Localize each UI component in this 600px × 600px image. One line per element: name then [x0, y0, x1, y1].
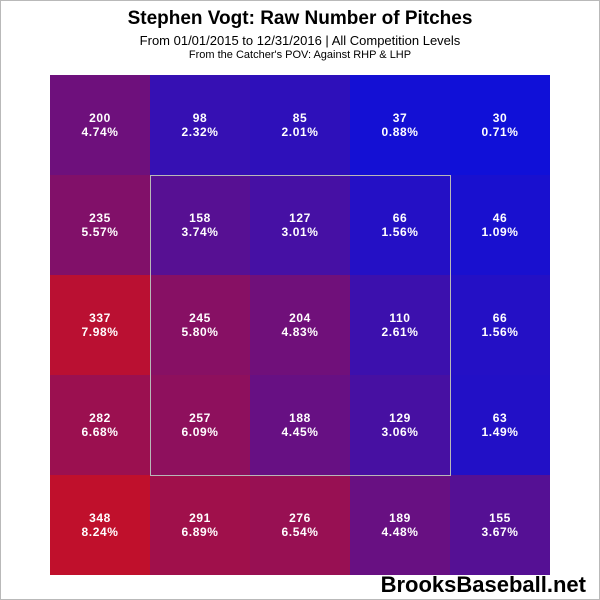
cell-count-label: 127: [289, 211, 311, 225]
heatmap-cell: [450, 275, 550, 375]
cell-count-label: 245: [189, 311, 211, 325]
cell-count-label: 110: [389, 311, 410, 325]
cell-percent-label: 6.89%: [181, 525, 218, 539]
cell-percent-label: 2.32%: [181, 125, 218, 139]
heatmap-cell: [350, 475, 450, 575]
cell-percent-label: 1.56%: [381, 225, 418, 239]
cell-percent-label: 5.57%: [81, 225, 118, 239]
heatmap-cell: [150, 475, 250, 575]
cell-percent-label: 3.74%: [181, 225, 218, 239]
cell-percent-label: 3.06%: [381, 425, 418, 439]
cell-count-label: 348: [89, 511, 111, 525]
cell-count-label: 30: [493, 111, 508, 125]
cell-count-label: 188: [289, 411, 311, 425]
heatmap-cell: [250, 475, 350, 575]
cell-percent-label: 0.88%: [381, 125, 418, 139]
cell-count-label: 257: [189, 411, 211, 425]
cell-percent-label: 3.01%: [281, 225, 318, 239]
cell-count-label: 85: [293, 111, 308, 125]
cell-percent-label: 3.67%: [481, 525, 518, 539]
cell-count-label: 66: [493, 311, 508, 325]
heatmap-cell: [250, 375, 350, 475]
heatmap-cell: [250, 275, 350, 375]
cell-count-label: 155: [489, 511, 511, 525]
cell-percent-label: 6.68%: [81, 425, 118, 439]
heatmap-cell: [50, 75, 150, 175]
cell-count-label: 37: [393, 111, 408, 125]
cell-count-label: 337: [89, 311, 111, 325]
heatmap-cell: [50, 475, 150, 575]
cell-count-label: 291: [189, 511, 211, 525]
cell-percent-label: 1.09%: [481, 225, 518, 239]
cell-percent-label: 6.09%: [181, 425, 218, 439]
heatmap-cell: [450, 175, 550, 275]
cell-count-label: 276: [289, 511, 311, 525]
cell-count-label: 189: [389, 511, 411, 525]
cell-count-label: 204: [289, 311, 311, 325]
heatmap-cell: [150, 75, 250, 175]
cell-percent-label: 6.54%: [281, 525, 318, 539]
heatmap-cell: [250, 175, 350, 275]
cell-percent-label: 4.74%: [81, 125, 118, 139]
cell-count-label: 235: [89, 211, 111, 225]
cell-percent-label: 4.83%: [281, 325, 318, 339]
heatmap-cell: [450, 75, 550, 175]
cell-percent-label: 8.24%: [81, 525, 118, 539]
cell-count-label: 129: [389, 411, 411, 425]
heatmap-cell: [250, 75, 350, 175]
cell-percent-label: 2.01%: [281, 125, 318, 139]
cell-count-label: 66: [393, 211, 408, 225]
cell-percent-label: 1.56%: [481, 325, 518, 339]
heatmap-cell: [450, 375, 550, 475]
cell-percent-label: 7.98%: [81, 325, 118, 339]
chart-title: Stephen Vogt: Raw Number of Pitches: [127, 8, 473, 29]
chart-subtitle: From 01/01/2015 to 12/31/2016 | All Comp…: [139, 33, 461, 48]
heatmap-cell: [50, 275, 150, 375]
heatmap-cell: [350, 75, 450, 175]
cell-percent-label: 1.49%: [481, 425, 518, 439]
cell-count-label: 158: [189, 211, 211, 225]
strike-zone-outline: [150, 175, 451, 476]
heatmap-cell: [50, 175, 150, 275]
cell-percent-label: 4.45%: [281, 425, 318, 439]
cell-count-label: 200: [89, 111, 111, 125]
cell-percent-label: 2.61%: [381, 325, 418, 339]
heatmap-cell: [450, 475, 550, 575]
heatmap-cell: [50, 375, 150, 475]
cell-count-label: 63: [493, 411, 508, 425]
heatmap-cell: [150, 275, 250, 375]
cell-count-label: 46: [493, 211, 508, 225]
cell-percent-label: 0.71%: [481, 125, 518, 139]
heatmap-cell: [350, 275, 450, 375]
heatmap-cell: [350, 375, 450, 475]
heatmap-cell: [150, 175, 250, 275]
cell-percent-label: 4.48%: [381, 525, 418, 539]
cell-count-label: 98: [193, 111, 208, 125]
brooksbaseball-watermark: BrooksBaseball.net: [380, 572, 586, 597]
chart-note: From the Catcher's POV: Against RHP & LH…: [188, 49, 412, 61]
heatmap-cell: [150, 375, 250, 475]
cell-percent-label: 5.80%: [181, 325, 218, 339]
heatmap-cell: [350, 175, 450, 275]
cell-count-label: 282: [89, 411, 111, 425]
